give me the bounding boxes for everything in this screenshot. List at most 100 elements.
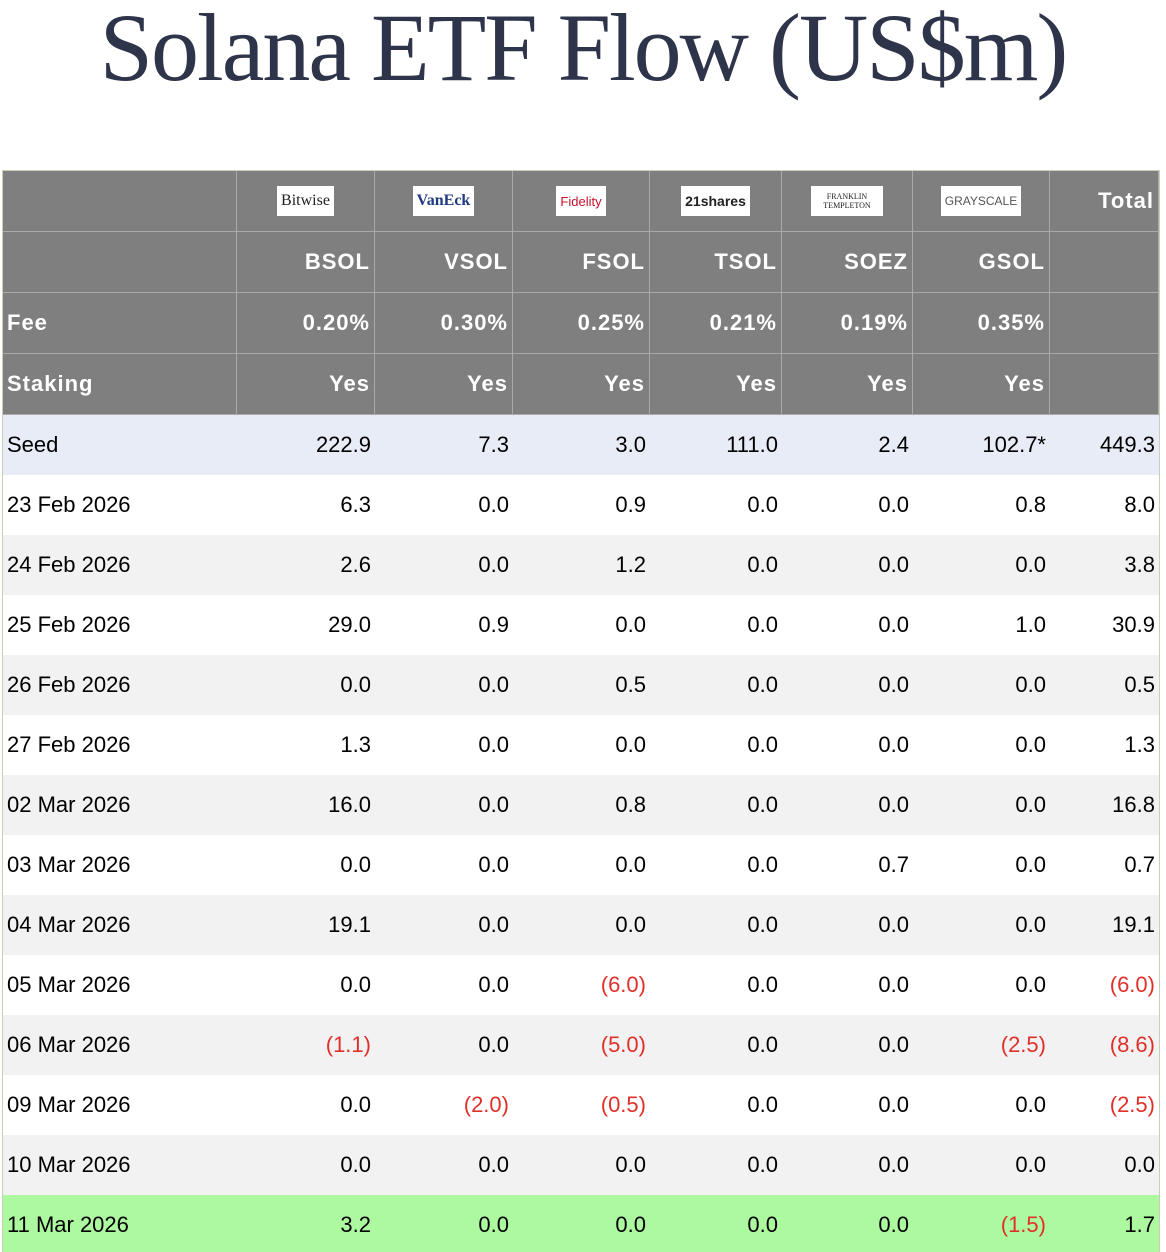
row-label: Seed [3,415,237,475]
row-label: 27 Feb 2026 [3,715,237,775]
flow-value: 0.0 [513,1195,650,1252]
flow-value: 0.0 [650,535,782,595]
flow-value: 0.7 [1050,835,1159,895]
flow-value: 0.0 [650,715,782,775]
fee-cell [1050,293,1159,354]
row-label: 04 Mar 2026 [3,895,237,955]
flow-value: (0.5) [513,1075,650,1135]
header-cell: VanEck [375,171,513,232]
flow-value: 0.0 [913,1135,1050,1195]
fee-cell: 0.19% [782,293,913,354]
header-cell: Fidelity [513,171,650,232]
flow-value: 0.5 [513,655,650,715]
flow-value: 19.1 [237,895,375,955]
staking-cell: Yes [782,354,913,415]
flow-value: 0.0 [650,775,782,835]
staking-cell: Staking [3,354,237,415]
fee-cell: Fee [3,293,237,354]
flow-value: 0.0 [375,775,513,835]
flow-value: 0.0 [237,955,375,1015]
flow-value: 0.0 [782,1075,913,1135]
row-label: 24 Feb 2026 [3,535,237,595]
flow-value: 0.0 [782,955,913,1015]
flow-value: 0.0 [782,655,913,715]
flow-value: 2.6 [237,535,375,595]
row-label: 09 Mar 2026 [3,1075,237,1135]
flow-value: 0.0 [782,595,913,655]
brand-logo: Bitwise [277,186,334,216]
flow-value: 19.1 [1050,895,1159,955]
flow-value: 0.0 [237,1135,375,1195]
flow-value: 0.0 [650,1195,782,1252]
flow-value: 0.0 [913,775,1050,835]
flow-value: 0.0 [375,715,513,775]
flow-value: 0.0 [513,835,650,895]
flow-value: 0.0 [913,835,1050,895]
fee-cell: 0.30% [375,293,513,354]
flow-value: 0.0 [375,1195,513,1252]
flow-value: 0.9 [513,475,650,535]
flow-value: 0.0 [650,595,782,655]
staking-cell: Yes [375,354,513,415]
flow-value: 16.8 [1050,775,1159,835]
flow-value: (2.5) [913,1015,1050,1075]
flow-value: 0.0 [513,1135,650,1195]
flow-value: 29.0 [237,595,375,655]
page-title: Solana ETF Flow (US$m) [99,0,1069,101]
brand-logo: Fidelity [556,186,606,216]
flow-value: (6.0) [513,955,650,1015]
row-label: 11 Mar 2026 [3,1195,237,1252]
row-label: 25 Feb 2026 [3,595,237,655]
flow-value: 0.0 [650,475,782,535]
flow-value: 30.9 [1050,595,1159,655]
flow-value: 0.0 [913,895,1050,955]
fee-cell: 0.25% [513,293,650,354]
staking-cell: Yes [913,354,1050,415]
flow-value: 0.0 [375,1135,513,1195]
flow-value: 16.0 [237,775,375,835]
flow-value: 0.0 [913,655,1050,715]
header-cell [3,171,237,232]
staking-cell: Yes [650,354,782,415]
flow-value: 0.0 [650,1015,782,1075]
staking-cell: Yes [513,354,650,415]
brand-logo: GRAYSCALE [940,186,1022,216]
flow-value: 1.2 [513,535,650,595]
flow-value: 0.0 [782,775,913,835]
flow-value: 0.0 [513,715,650,775]
row-label: 03 Mar 2026 [3,835,237,895]
flow-value: 0.0 [375,895,513,955]
flow-value: 0.0 [375,1015,513,1075]
flow-value: 7.3 [375,415,513,475]
flow-value: 0.0 [237,655,375,715]
flow-value: 0.0 [513,895,650,955]
staking-cell: Yes [237,354,375,415]
flow-value: (2.5) [1050,1075,1159,1135]
flow-value: (1.5) [913,1195,1050,1252]
flow-value: 0.0 [913,1075,1050,1135]
flow-value: 3.8 [1050,535,1159,595]
flow-value: 222.9 [237,415,375,475]
row-label: 02 Mar 2026 [3,775,237,835]
row-label: 05 Mar 2026 [3,955,237,1015]
flow-value: 0.0 [782,895,913,955]
flow-value: 1.3 [237,715,375,775]
brand-logo: 21shares [681,186,750,216]
ticker: VSOL [375,232,513,293]
flow-value: 0.0 [913,955,1050,1015]
flow-value: (5.0) [513,1015,650,1075]
flow-value: 3.0 [513,415,650,475]
ticker: BSOL [237,232,375,293]
flow-value: 0.0 [650,895,782,955]
flow-value: 111.0 [650,415,782,475]
flow-value: 1.0 [913,595,1050,655]
flow-value: 0.9 [375,595,513,655]
flow-value: 102.7* [913,415,1050,475]
ticker: GSOL [913,232,1050,293]
ticker [3,232,237,293]
flow-value: 0.7 [782,835,913,895]
header-cell: FRANKLIN TEMPLETON [782,171,913,232]
flow-value: 1.7 [1050,1195,1159,1252]
flow-value: 0.0 [375,475,513,535]
